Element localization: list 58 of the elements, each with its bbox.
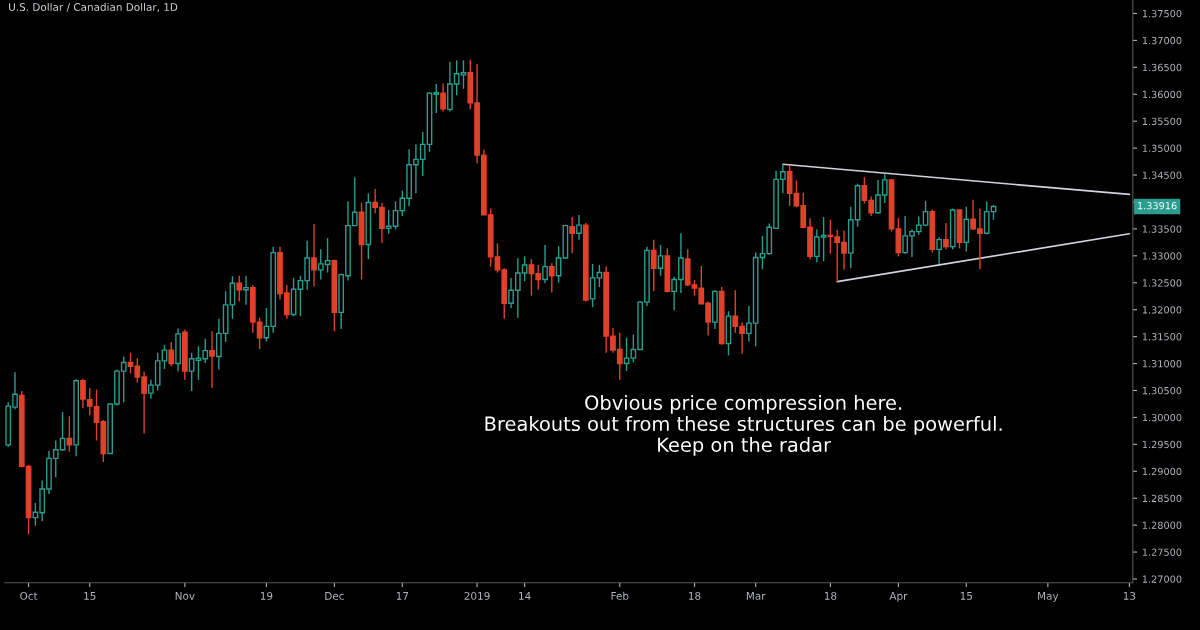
y-tick-label: 1.32000 — [1142, 306, 1182, 314]
x-tick-label: 17 — [396, 592, 409, 600]
y-tick-label: 1.28500 — [1142, 494, 1182, 503]
x-tick-label: 15 — [960, 592, 973, 600]
y-tick-label: 1.30000 — [1142, 413, 1182, 422]
candlestick — [963, 206, 970, 253]
candlestick — [936, 236, 943, 265]
candlestick — [236, 275, 243, 303]
x-tick-label: Dec — [325, 592, 344, 600]
candlestick — [657, 244, 664, 277]
annotation: Obvious price compression here. Breakouts out from these structures can be powerful. Keep on the radar — [485, 394, 1002, 456]
candlestick — [311, 223, 317, 288]
x-tick-label: Apr — [889, 592, 908, 602]
y-tick-label: 1.33000 — [1142, 252, 1182, 260]
y-tick-label: 1.29000 — [1142, 467, 1182, 476]
y-tick-label: 1.27500 — [1142, 548, 1182, 556]
x-tick-label: Mar — [746, 592, 766, 600]
y-tick-label: 1.28000 — [1142, 521, 1182, 529]
candlestick — [440, 82, 446, 113]
y-tick-label: 1.31000 — [1142, 360, 1182, 368]
candlestick — [943, 222, 949, 251]
x-tick-label: 15 — [84, 592, 96, 600]
x-tick-label: Nov — [175, 592, 195, 600]
x-tick-label: Oct — [20, 591, 38, 600]
candlestick — [542, 244, 548, 284]
text: 1.33916 — [1138, 201, 1177, 210]
candlestick — [576, 214, 582, 241]
candlestick — [569, 216, 576, 254]
candlestick — [596, 264, 603, 288]
chart-title: U.S. Dollar / Canadian Dollar, 1D — [9, 2, 178, 13]
candlestick — [650, 238, 657, 293]
y-tick-label: 1.35500 — [1142, 117, 1182, 126]
x-tick-label: 19 — [260, 591, 273, 600]
y-tick-label: 1.37500 — [1142, 9, 1182, 18]
y-tick-label: 1.33500 — [1142, 225, 1182, 233]
y-tick-label: 1.35000 — [1142, 144, 1182, 152]
x-tick-label: 18 — [824, 591, 837, 600]
y-tick-label: 1.34500 — [1142, 171, 1182, 179]
candlestick — [243, 275, 249, 306]
y-tick-label: 1.31500 — [1142, 333, 1182, 341]
y-tick-label: 1.30500 — [1142, 386, 1182, 395]
candlestick — [209, 330, 215, 389]
y-tick-label: 1.27000 — [1142, 575, 1182, 583]
candlestick — [168, 341, 175, 367]
x-tick-label: 14 — [519, 592, 531, 600]
y-tick-label: 1.29500 — [1142, 440, 1182, 449]
x-tick-label: 18 — [689, 591, 701, 600]
y-tick-label: 1.37000 — [1142, 36, 1182, 45]
x-tick-label: 2019 — [464, 591, 490, 600]
y-tick-label: 1.32500 — [1142, 279, 1182, 287]
candlestick — [589, 263, 596, 308]
y-tick-label: 1.36500 — [1142, 63, 1182, 72]
candlestick — [548, 262, 555, 294]
candlestick — [66, 415, 73, 453]
x-tick-label: Feb — [611, 591, 629, 600]
x-tick-label: May — [1038, 592, 1059, 602]
x-tick-label: 13 — [1123, 591, 1136, 600]
y-tick-label: 1.36000 — [1142, 90, 1182, 99]
